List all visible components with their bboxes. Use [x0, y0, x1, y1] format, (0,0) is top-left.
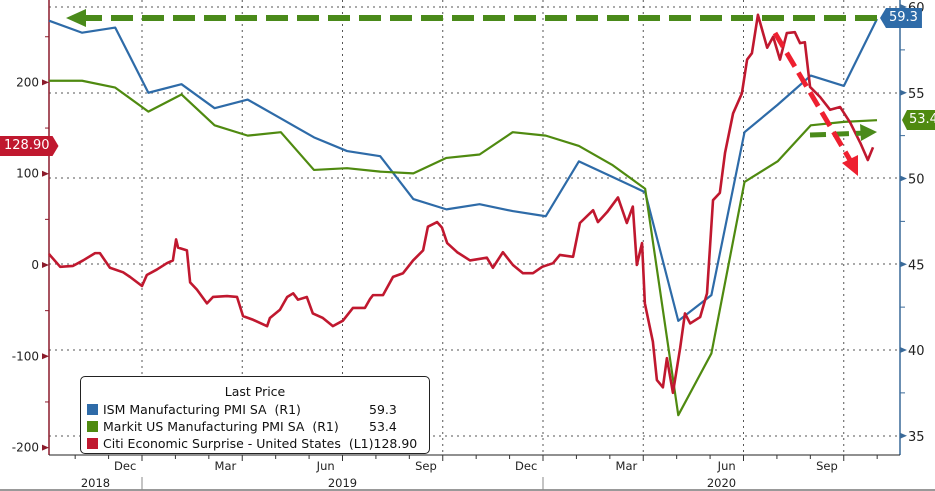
ism-last-value-badge: 59.3	[880, 8, 922, 28]
green-arrowhead-right	[860, 124, 877, 141]
x-month-label: Mar	[215, 459, 237, 473]
citi-last-value-badge: 128.90	[0, 136, 59, 156]
x-month-label: Mar	[616, 459, 638, 473]
x-month-label: Sep	[816, 459, 838, 473]
left-tick-label: 0	[31, 258, 39, 272]
right-tick-label: 55	[908, 87, 925, 102]
x-month-label: Jun	[316, 459, 335, 473]
right-tick-label: 35	[908, 430, 925, 445]
left-tick-marker	[42, 262, 49, 268]
legend-entry-citi: Citi Economic Surprise - United States (…	[87, 435, 423, 452]
citi-series-line	[47, 13, 875, 395]
right-tick-marker	[900, 347, 907, 353]
x-month-label: Dec	[114, 459, 136, 473]
red-arrowhead	[842, 155, 858, 176]
left-tick-marker	[42, 353, 49, 360]
right-tick-label: 45	[908, 258, 925, 273]
legend-value: 53.4	[369, 419, 397, 434]
legend-value: 59.3	[369, 402, 397, 417]
legend-swatch-citi	[87, 438, 98, 449]
ism-series-line	[48, 18, 878, 322]
legend-title: Last Price	[224, 384, 286, 399]
left-tick-label: 100	[16, 167, 39, 181]
left-tick-label: -200	[12, 441, 39, 455]
legend-label: ISM Manufacturing PMI SA (R1)	[103, 402, 301, 417]
right-tick-marker	[900, 175, 907, 182]
right-tick-marker	[900, 89, 907, 96]
x-year-label: 2019	[328, 476, 357, 490]
green-dashed-arrow-right	[809, 130, 869, 138]
legend: Last Price ISM Manufacturing PMI SA (R1)…	[80, 376, 430, 454]
right-tick-label: 50	[908, 173, 925, 188]
left-tick-label: 200	[16, 75, 39, 89]
left-tick-label: -100	[12, 349, 39, 363]
right-tick-marker	[900, 432, 907, 439]
x-year-label: 2020	[707, 476, 736, 490]
green-arrowhead-left	[66, 9, 86, 27]
legend-value: 128.90	[373, 436, 418, 451]
right-tick-marker	[900, 261, 907, 268]
left-tick-marker	[42, 79, 49, 86]
legend-swatch-markit	[87, 421, 98, 432]
markit-last-value-badge: 53.4	[902, 110, 935, 130]
legend-entry-markit: Markit US Manufacturing PMI SA (R1) 53.4	[87, 418, 423, 435]
left-tick-marker	[42, 444, 49, 451]
x-year-label: 2018	[81, 476, 110, 490]
markit-series-line	[49, 79, 878, 417]
red-dashed-arrow	[772, 31, 853, 162]
right-tick-label: 40	[908, 344, 925, 359]
left-tick-marker	[42, 170, 49, 177]
x-month-label: Sep	[415, 459, 437, 473]
legend-swatch-ism	[87, 404, 98, 415]
legend-label: Citi Economic Surprise - United States (…	[103, 436, 374, 451]
legend-label: Markit US Manufacturing PMI SA (R1)	[103, 419, 339, 434]
x-month-label: Dec	[515, 459, 537, 473]
legend-entry-ism: ISM Manufacturing PMI SA (R1) 59.3	[87, 401, 423, 418]
x-month-label: Jun	[717, 459, 736, 473]
